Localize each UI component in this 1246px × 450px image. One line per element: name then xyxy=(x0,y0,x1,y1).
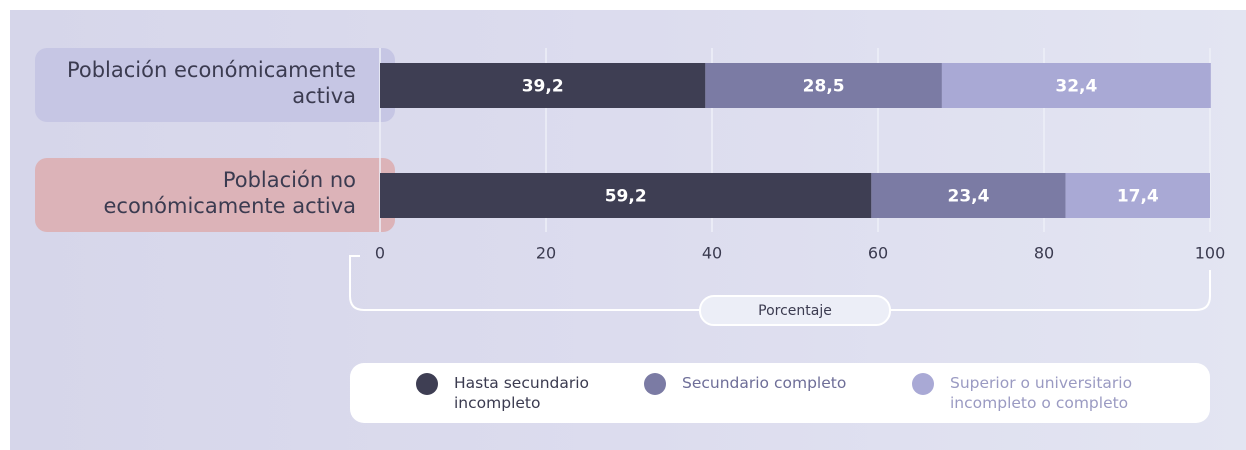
legend-text: Hasta secundario incompleto xyxy=(454,374,590,412)
legend-text: Superior o universitario incompleto o co… xyxy=(950,374,1133,412)
legend-marker xyxy=(644,373,666,395)
axis-label-pill xyxy=(699,295,891,326)
legend-item: Hasta secundario incompleto xyxy=(416,373,624,413)
bar-segment xyxy=(941,63,1211,108)
category-band xyxy=(35,158,395,232)
category-label: Población no económicamente activa xyxy=(103,168,356,218)
value-label: 32,4 xyxy=(1055,77,1097,97)
x-tick-label: 60 xyxy=(868,244,888,263)
legend-marker xyxy=(416,373,438,395)
legend-marker xyxy=(912,373,934,395)
value-label: 28,5 xyxy=(803,77,845,97)
legend: Hasta secundario incompleto Secundario co… xyxy=(350,363,1210,423)
x-tick-label: 0 xyxy=(375,244,385,263)
axis-bracket xyxy=(890,270,1211,311)
value-label: 17,4 xyxy=(1117,187,1159,207)
x-tick-label: 80 xyxy=(1034,244,1054,263)
bar-segment xyxy=(871,173,1066,218)
bar-segment xyxy=(705,63,942,108)
legend-text: Secundario completo xyxy=(682,374,847,392)
x-tick-label: 100 xyxy=(1195,244,1226,263)
value-label: 23,4 xyxy=(947,187,989,207)
value-label: 39,2 xyxy=(522,77,564,97)
x-tick-label: 40 xyxy=(702,244,722,263)
x-axis-label: Porcentaje xyxy=(758,303,832,319)
bar-segment xyxy=(380,63,706,108)
legend-item: Superior o universitario incompleto o co… xyxy=(912,373,1190,413)
bar-segment xyxy=(1065,173,1210,218)
axis-bracket xyxy=(349,255,700,311)
category-band xyxy=(35,48,395,122)
value-label: 59,2 xyxy=(605,187,647,207)
category-label: Población económicamente activa xyxy=(66,58,356,108)
bar-segment xyxy=(380,173,872,218)
legend-item: Secundario completo xyxy=(644,373,892,395)
x-tick-label: 20 xyxy=(536,244,556,263)
